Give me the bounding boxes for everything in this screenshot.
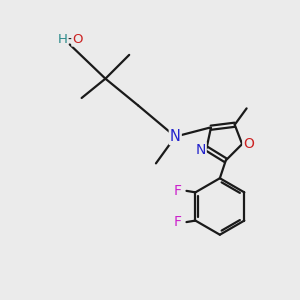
Text: F: F [174, 215, 182, 229]
Text: H: H [57, 33, 67, 46]
Text: N: N [170, 129, 181, 144]
Text: O: O [243, 137, 254, 151]
Text: N: N [195, 143, 206, 157]
Text: O: O [72, 33, 83, 46]
Text: F: F [174, 184, 182, 198]
Text: -: - [67, 32, 72, 46]
